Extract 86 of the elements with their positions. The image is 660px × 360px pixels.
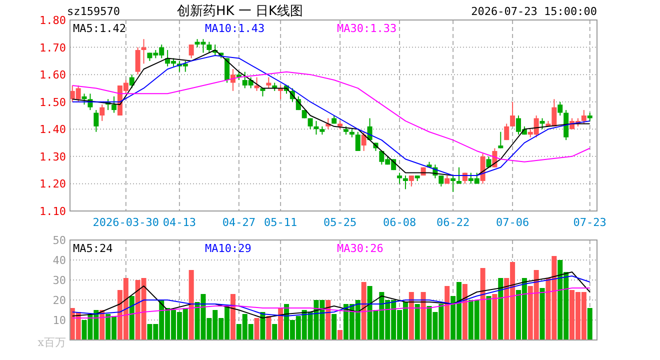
bar [260, 312, 266, 340]
candlestick [129, 74, 134, 89]
bar [266, 316, 272, 340]
x-tick-label: 2026-03-30 [92, 216, 160, 229]
candlestick [141, 38, 146, 64]
candlestick [438, 175, 444, 187]
candlestick [135, 46, 140, 76]
candlestick [402, 175, 408, 190]
text: MA30:26 [337, 242, 384, 255]
line-series [72, 71, 590, 162]
bar [492, 294, 498, 340]
y-tick-label: 40 [52, 254, 66, 267]
y-tick-label: 50 [52, 234, 66, 247]
bar [188, 270, 194, 340]
candlestick [112, 96, 117, 114]
candlestick [504, 123, 510, 141]
candlestick [266, 76, 272, 89]
bar [420, 292, 426, 340]
x-tick-label: 07-06 [496, 216, 530, 229]
bar [414, 304, 420, 340]
candlestick [355, 131, 360, 152]
candlestick [498, 131, 504, 149]
y-tick-label: 1.40 [40, 123, 66, 136]
y-tick-label: 30 [52, 274, 66, 287]
bar [254, 318, 260, 340]
x-tick-label: 04-13 [162, 216, 196, 229]
candlestick [510, 101, 516, 127]
candlestick [540, 118, 545, 130]
bar [587, 308, 592, 340]
bar [361, 282, 366, 340]
x-tick-label: 05-11 [264, 216, 298, 229]
x-tick-label: 07-23 [573, 216, 606, 229]
bar [408, 292, 414, 340]
bar [272, 324, 278, 340]
bar [338, 330, 343, 340]
candlestick [397, 172, 402, 184]
candlestick [100, 104, 105, 122]
text: MA10:1.43 [205, 22, 265, 35]
candlestick [230, 68, 236, 92]
bar [230, 294, 236, 340]
text: MA30:1.33 [337, 22, 397, 35]
y-axis-title: x百万 [38, 336, 66, 349]
x-tick-label: 06-22 [436, 216, 470, 229]
bar [462, 284, 468, 340]
candlestick [308, 118, 313, 130]
candlestick [188, 44, 194, 59]
candlestick [450, 175, 456, 192]
line-series [72, 288, 590, 318]
bar [498, 278, 504, 340]
x-tick-label: 04-27 [222, 216, 256, 229]
text: MA10:29 [205, 242, 252, 255]
y-tick-label: 1.30 [40, 150, 66, 164]
y-tick-label: 10 [52, 314, 66, 327]
candlestick [94, 110, 99, 132]
y-tick-label: 1.60 [40, 68, 66, 82]
y-tick-label: 1.50 [40, 96, 66, 109]
candlestick [558, 101, 563, 116]
x-tick-label: 05-25 [323, 216, 357, 229]
text: MA5:24 [73, 242, 114, 255]
candlestick [82, 93, 87, 106]
y-tick-label: 1.70 [40, 41, 66, 54]
candlestick [314, 120, 319, 136]
text: MA5:1.42 [73, 22, 126, 35]
candlestick [278, 84, 284, 100]
bar [326, 300, 331, 340]
y-tick-label: 1.10 [40, 205, 66, 218]
candlestick [408, 175, 414, 187]
bar [486, 296, 492, 340]
bar [444, 286, 450, 340]
candlestick [224, 58, 230, 84]
candlestick [581, 110, 586, 124]
text: 2026-07-23 15:00:00 [471, 5, 597, 18]
bar [129, 296, 134, 340]
y-tick-label: 1.20 [40, 178, 66, 191]
bar [278, 308, 284, 340]
candlestick [456, 166, 462, 184]
y-tick-label: 20 [52, 294, 66, 307]
bar [540, 288, 545, 340]
bar [332, 314, 337, 340]
bar [480, 268, 486, 340]
candlestick [361, 131, 366, 152]
x-tick-label: 06-08 [382, 216, 416, 229]
text: sz159570 [67, 5, 120, 18]
y-tick-label: 1.80 [40, 14, 66, 27]
chart-title: 创新药HK 一 日K线图 [176, 4, 304, 19]
candlestick [206, 41, 212, 54]
